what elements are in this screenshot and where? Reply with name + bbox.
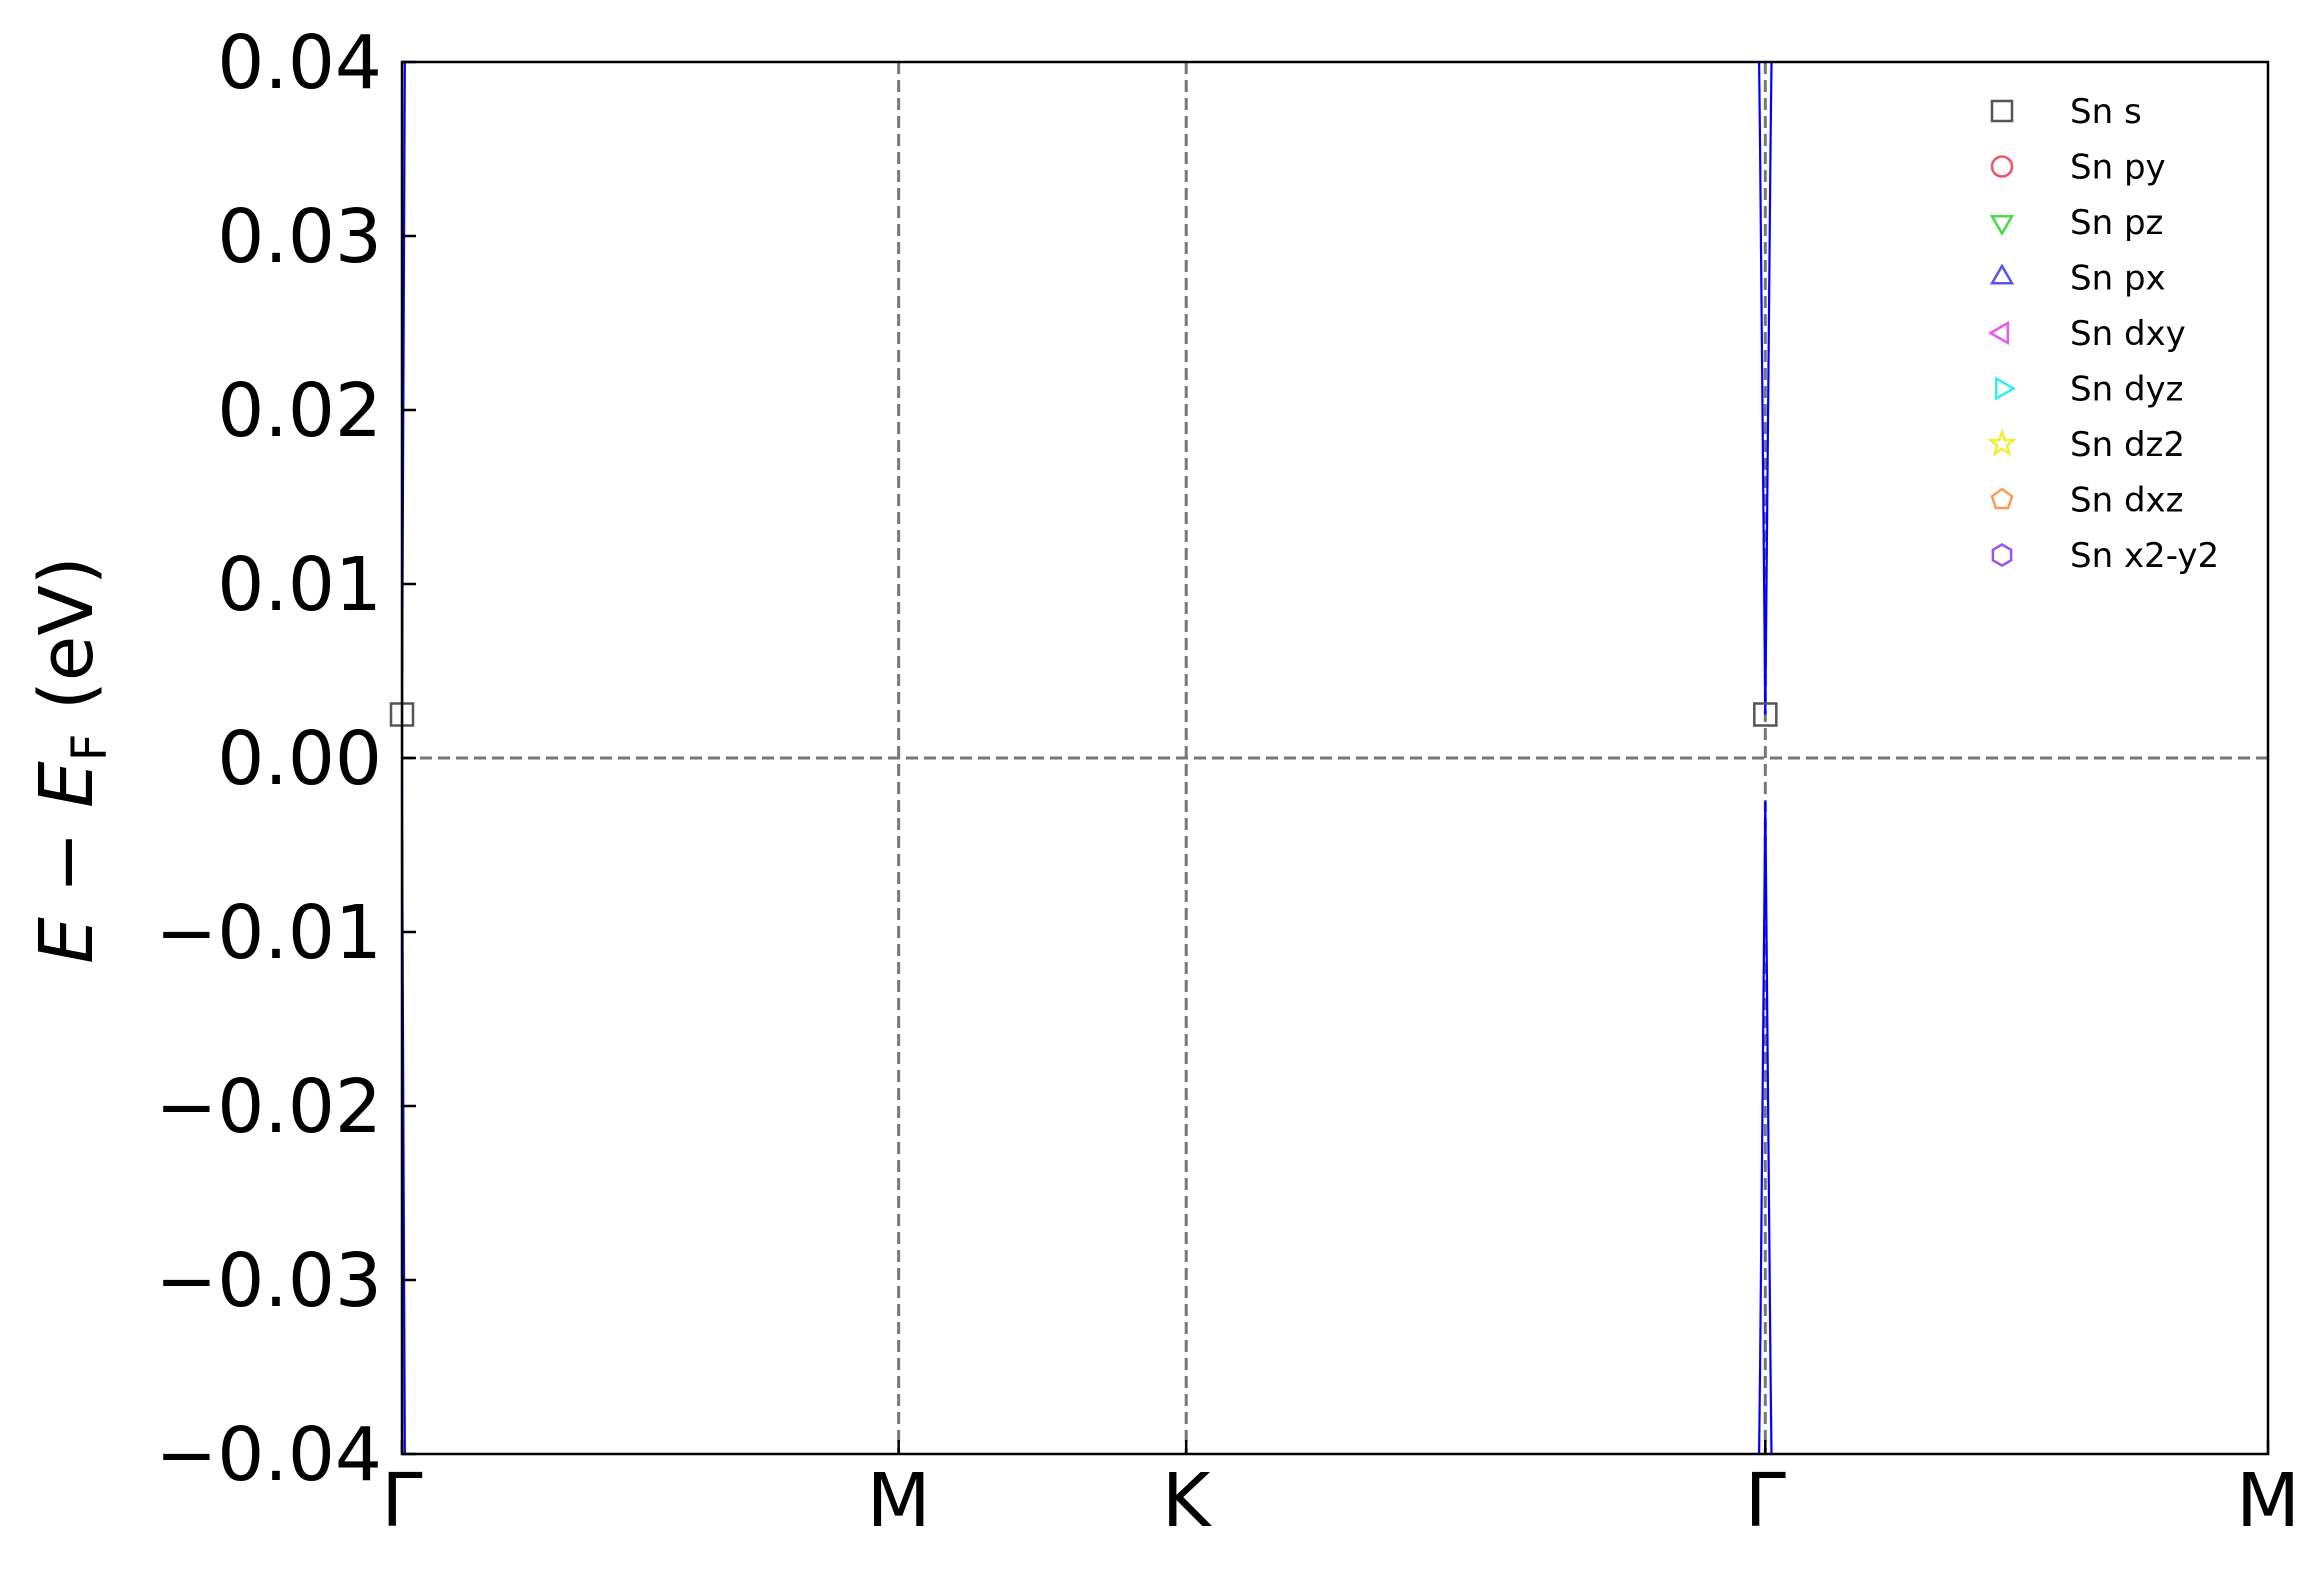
legend-marker-icon [1988,320,2010,346]
legend-marker-icon [1989,263,2015,285]
band-line-3 [1757,801,1767,1454]
orbital-marker-1 [1753,702,1778,727]
y-axis-label: E − EF (eV) [24,556,118,964]
y-tick-label: −0.02 [155,1064,382,1150]
legend-label: Sn px [2070,259,2166,299]
x-tick-label: M [2236,1458,2300,1544]
legend-item: Sn dxy [1988,314,2186,354]
y-tick-label: 0.00 [217,716,382,802]
legend-label: Sn dz2 [2070,425,2185,465]
y-tick-label: −0.01 [155,890,382,976]
ylabel-subscript: F [62,734,118,762]
legend-label: Sn dxz [2070,481,2184,521]
legend-item: Sn dz2 [1987,425,2185,465]
legend-marker-icon [1995,376,2016,401]
x-tick-label: Γ [1745,1458,1786,1544]
legend-marker-icon [1991,543,2013,567]
ylabel-e2: E [24,761,110,808]
y-tick-label: 0.03 [217,194,382,280]
legend-marker-icon [1990,487,2014,510]
legend-item: Sn x2-y2 [1991,536,2219,576]
band-line-4 [1764,62,1773,715]
y-ticks-group: 0.04 0.03 0.02 0.01 0.00 −0.01 −0.02 −0.03 −0.04 [155,20,416,1498]
legend-label: Sn dxy [2070,314,2186,354]
x-tick-label: K [1162,1458,1213,1544]
legend-item: Sn s [1990,92,2142,132]
legend-label: Sn s [2070,92,2142,132]
legend-marker-icon [1987,428,2017,457]
legend-label: Sn dyz [2070,370,2184,410]
legend-label: Sn x2-y2 [2070,536,2219,576]
ylabel-minus: − [24,808,110,917]
legend: Sn s Sn py Sn pz Sn px Sn dxy Sn dyz Sn dz2 Sn … [1987,92,2219,576]
legend-marker-icon [1990,99,2014,123]
x-tick-label: M [867,1458,931,1544]
y-tick-label: −0.04 [155,1412,382,1498]
legend-label: Sn pz [2070,203,2163,243]
legend-item: Sn pz [1989,203,2163,243]
ylabel-e1: E [24,917,110,964]
x-tick-label: Γ [381,1458,422,1544]
y-tick-label: 0.01 [217,542,382,628]
y-tick-label: 0.04 [217,20,382,106]
legend-marker-icon [1990,155,2014,178]
legend-item: Sn dxz [1990,481,2184,521]
band-line-5 [1757,62,1767,715]
band-line-2 [1764,801,1773,1454]
y-tick-label: −0.03 [155,1238,382,1324]
legend-item: Sn dyz [1995,370,2184,410]
legend-marker-icon [1989,215,2015,236]
legend-item: Sn py [1990,148,2166,188]
ylabel-unit: (eV) [24,556,110,733]
legend-item: Sn px [1989,259,2166,299]
legend-label: Sn py [2070,148,2166,188]
y-tick-label: 0.02 [217,368,382,454]
